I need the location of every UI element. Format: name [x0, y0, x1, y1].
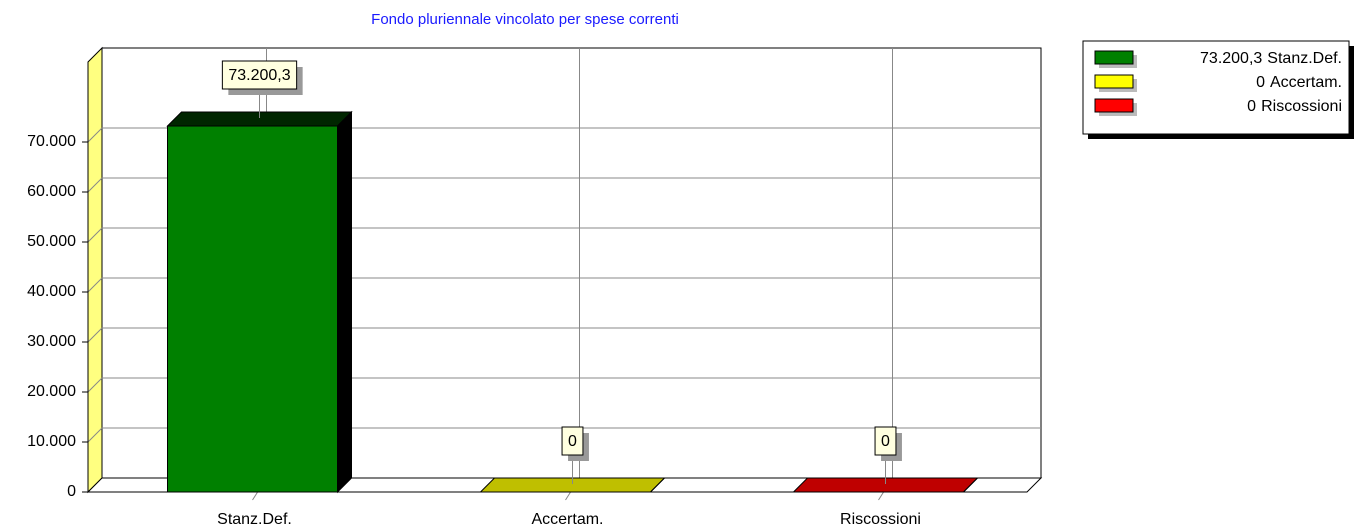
legend-label: 0 Accertam.: [1256, 74, 1342, 91]
legend-swatch: [1094, 98, 1134, 113]
legend-value: 0: [1256, 74, 1265, 91]
x-tick-label: Riscossioni: [840, 511, 921, 528]
y-tick-label: 0: [67, 483, 76, 500]
grid-line: [87, 427, 103, 443]
bar-side: [337, 110, 352, 494]
y-tick-label: 50.000: [27, 233, 76, 250]
legend-swatch: [1094, 50, 1134, 65]
legend-value: 73.200,3: [1200, 50, 1262, 67]
legend-swatch: [1094, 74, 1134, 89]
legend-name: Accertam.: [1270, 74, 1342, 91]
legend-value: 0: [1247, 98, 1256, 115]
y-tick-label: 30.000: [27, 333, 76, 350]
grid-line: [87, 277, 103, 293]
data-label: 0: [881, 433, 890, 450]
legend-label: 73.200,3 Stanz.Def.: [1200, 50, 1342, 67]
legend-name: Riscossioni: [1261, 98, 1342, 115]
y-tick-label: 40.000: [27, 283, 76, 300]
legend-name: Stanz.Def.: [1267, 50, 1342, 67]
y-tick-label: 10.000: [27, 433, 76, 450]
grid-line: [87, 177, 103, 193]
grid-line: [87, 127, 103, 143]
x-tick-label: Stanz.Def.: [217, 511, 292, 528]
data-label: 73.200,3: [228, 67, 290, 84]
data-label: 0: [568, 433, 577, 450]
bar-side: [650, 477, 665, 493]
x-tick-label: Accertam.: [531, 511, 603, 528]
grid-line: [87, 327, 103, 343]
legend-label: 0 Riscossioni: [1247, 98, 1342, 115]
bar-front: [167, 125, 338, 493]
left-wall: [87, 46, 103, 494]
y-tick-label: 20.000: [27, 383, 76, 400]
chart-title: Fondo pluriennale vincolato per spese co…: [371, 11, 679, 28]
grid-line: [87, 377, 103, 393]
y-tick-label: 60.000: [27, 183, 76, 200]
label-box: [221, 60, 298, 90]
bar-side: [963, 477, 978, 493]
label-box: [874, 426, 897, 456]
grid-line: [87, 227, 103, 243]
y-tick-label: 70.000: [27, 133, 76, 150]
label-box: [561, 426, 584, 456]
